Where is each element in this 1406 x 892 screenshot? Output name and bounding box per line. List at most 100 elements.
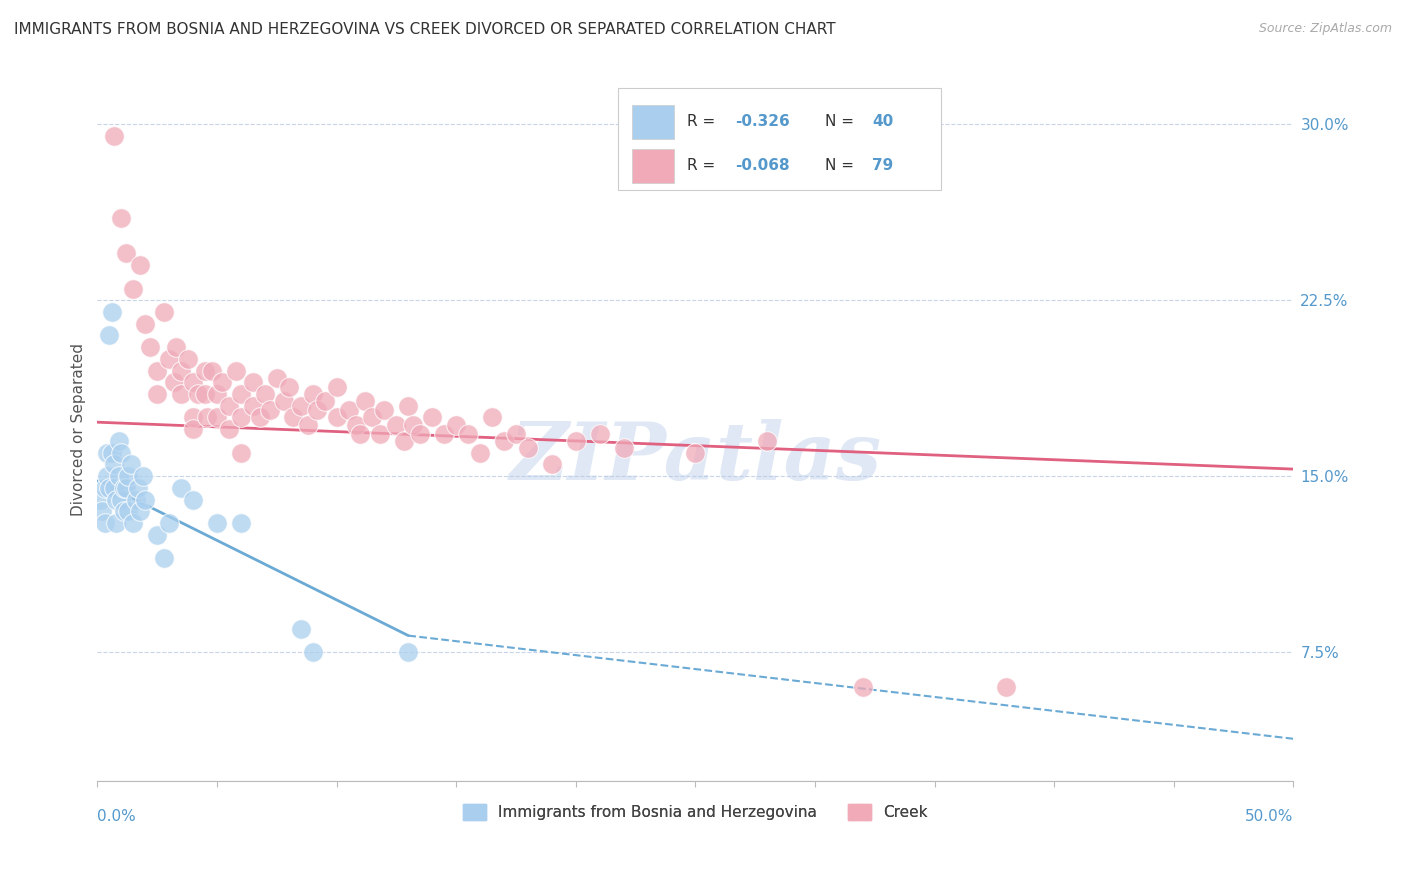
- Point: [685, 445, 707, 459]
- Point: [540, 458, 562, 472]
- Point: [266, 370, 288, 384]
- Point: [277, 380, 299, 394]
- Point: [468, 445, 491, 459]
- Point: [89, 492, 111, 507]
- Point: [420, 410, 443, 425]
- Point: [170, 387, 193, 401]
- Point: [91, 504, 114, 518]
- Point: [153, 551, 176, 566]
- Point: [211, 376, 233, 390]
- Point: [181, 410, 204, 425]
- Point: [100, 305, 122, 319]
- Point: [373, 403, 395, 417]
- Point: [157, 516, 180, 530]
- Point: [134, 317, 156, 331]
- Point: [290, 622, 312, 636]
- Point: [242, 376, 264, 390]
- Point: [146, 387, 169, 401]
- Point: [181, 376, 204, 390]
- Point: [117, 469, 139, 483]
- Point: [93, 516, 115, 530]
- Point: [124, 492, 146, 507]
- Point: [129, 258, 152, 272]
- Point: [163, 376, 186, 390]
- Point: [117, 504, 139, 518]
- Point: [229, 387, 252, 401]
- Point: [481, 410, 503, 425]
- Point: [444, 417, 467, 432]
- Point: [139, 340, 162, 354]
- Point: [225, 363, 247, 377]
- Point: [96, 469, 118, 483]
- Point: [122, 516, 145, 530]
- Point: [103, 481, 125, 495]
- Point: [409, 426, 432, 441]
- Point: [325, 380, 347, 394]
- Point: [995, 680, 1018, 694]
- Point: [105, 516, 128, 530]
- Point: [589, 426, 612, 441]
- Point: [110, 445, 132, 459]
- Point: [218, 399, 240, 413]
- Point: [108, 469, 131, 483]
- Point: [756, 434, 779, 448]
- Point: [105, 492, 128, 507]
- Text: 50.0%: 50.0%: [1244, 809, 1294, 824]
- Point: [197, 410, 219, 425]
- FancyBboxPatch shape: [617, 88, 941, 190]
- Point: [127, 481, 149, 495]
- Text: -0.068: -0.068: [735, 158, 789, 173]
- Point: [170, 363, 193, 377]
- Point: [253, 387, 276, 401]
- Point: [134, 492, 156, 507]
- Point: [100, 445, 122, 459]
- Point: [165, 340, 187, 354]
- Y-axis label: Divorced or Separated: Divorced or Separated: [72, 343, 86, 516]
- Point: [218, 422, 240, 436]
- Point: [194, 363, 217, 377]
- Text: 40: 40: [872, 114, 894, 129]
- Point: [98, 328, 121, 343]
- Point: [146, 528, 169, 542]
- Point: [361, 410, 384, 425]
- Point: [103, 129, 125, 144]
- Point: [344, 417, 367, 432]
- Point: [157, 351, 180, 366]
- Text: R =: R =: [688, 158, 720, 173]
- Point: [249, 410, 271, 425]
- Point: [187, 387, 209, 401]
- Point: [396, 399, 419, 413]
- Point: [205, 410, 228, 425]
- Point: [205, 387, 228, 401]
- Legend: Immigrants from Bosnia and Herzegovina, Creek: Immigrants from Bosnia and Herzegovina, …: [457, 798, 934, 826]
- Point: [115, 246, 138, 260]
- Point: [402, 417, 425, 432]
- Point: [325, 410, 347, 425]
- Point: [112, 504, 135, 518]
- Point: [205, 516, 228, 530]
- Point: [392, 434, 415, 448]
- Point: [307, 403, 329, 417]
- Point: [112, 481, 135, 495]
- Point: [283, 410, 305, 425]
- Point: [229, 410, 252, 425]
- Point: [129, 504, 152, 518]
- Point: [96, 445, 118, 459]
- Point: [301, 645, 323, 659]
- Text: N =: N =: [824, 114, 859, 129]
- Point: [613, 441, 636, 455]
- Point: [120, 458, 142, 472]
- Point: [337, 403, 360, 417]
- Point: [852, 680, 875, 694]
- Point: [108, 434, 131, 448]
- Point: [505, 426, 527, 441]
- Text: Source: ZipAtlas.com: Source: ZipAtlas.com: [1258, 22, 1392, 36]
- Point: [433, 426, 456, 441]
- Text: ZIPatlas: ZIPatlas: [509, 418, 882, 496]
- Point: [229, 445, 252, 459]
- Point: [273, 394, 295, 409]
- Point: [297, 417, 319, 432]
- Point: [368, 426, 391, 441]
- FancyBboxPatch shape: [631, 105, 673, 138]
- Point: [259, 403, 281, 417]
